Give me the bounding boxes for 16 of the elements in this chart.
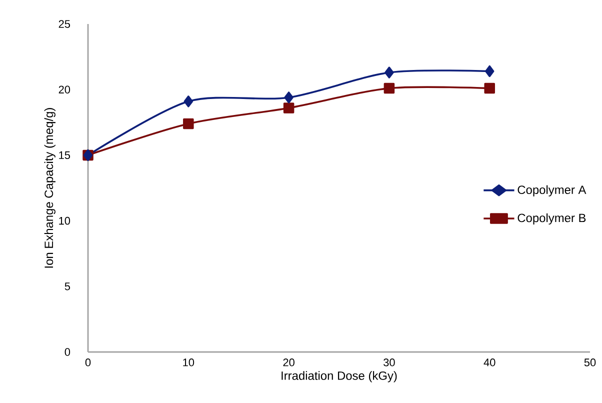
x-tick-label: 40 xyxy=(484,358,496,366)
x-tick-label: 0 xyxy=(85,358,91,366)
y-axis-title: Ion Exhange Capacity (meq/g) xyxy=(44,108,56,268)
legend-label: Copolymer B xyxy=(518,213,586,225)
x-tick-label: 20 xyxy=(283,358,294,366)
x-tick-label: 10 xyxy=(183,358,194,366)
x-axis-title: Irradiation Dose (kGy) xyxy=(282,371,397,382)
y-tick-label: 5 xyxy=(64,282,70,290)
x-tick-label: 50 xyxy=(584,358,596,366)
y-tick-label: 10 xyxy=(59,216,70,225)
y-tick-label: 15 xyxy=(59,151,70,160)
y-tick-label: 25 xyxy=(58,20,70,28)
x-tick-label: 30 xyxy=(384,358,395,366)
y-tick-label: 0 xyxy=(64,348,70,356)
legend-label: Copolymer A xyxy=(518,185,586,196)
y-tick-label: 20 xyxy=(58,86,70,94)
